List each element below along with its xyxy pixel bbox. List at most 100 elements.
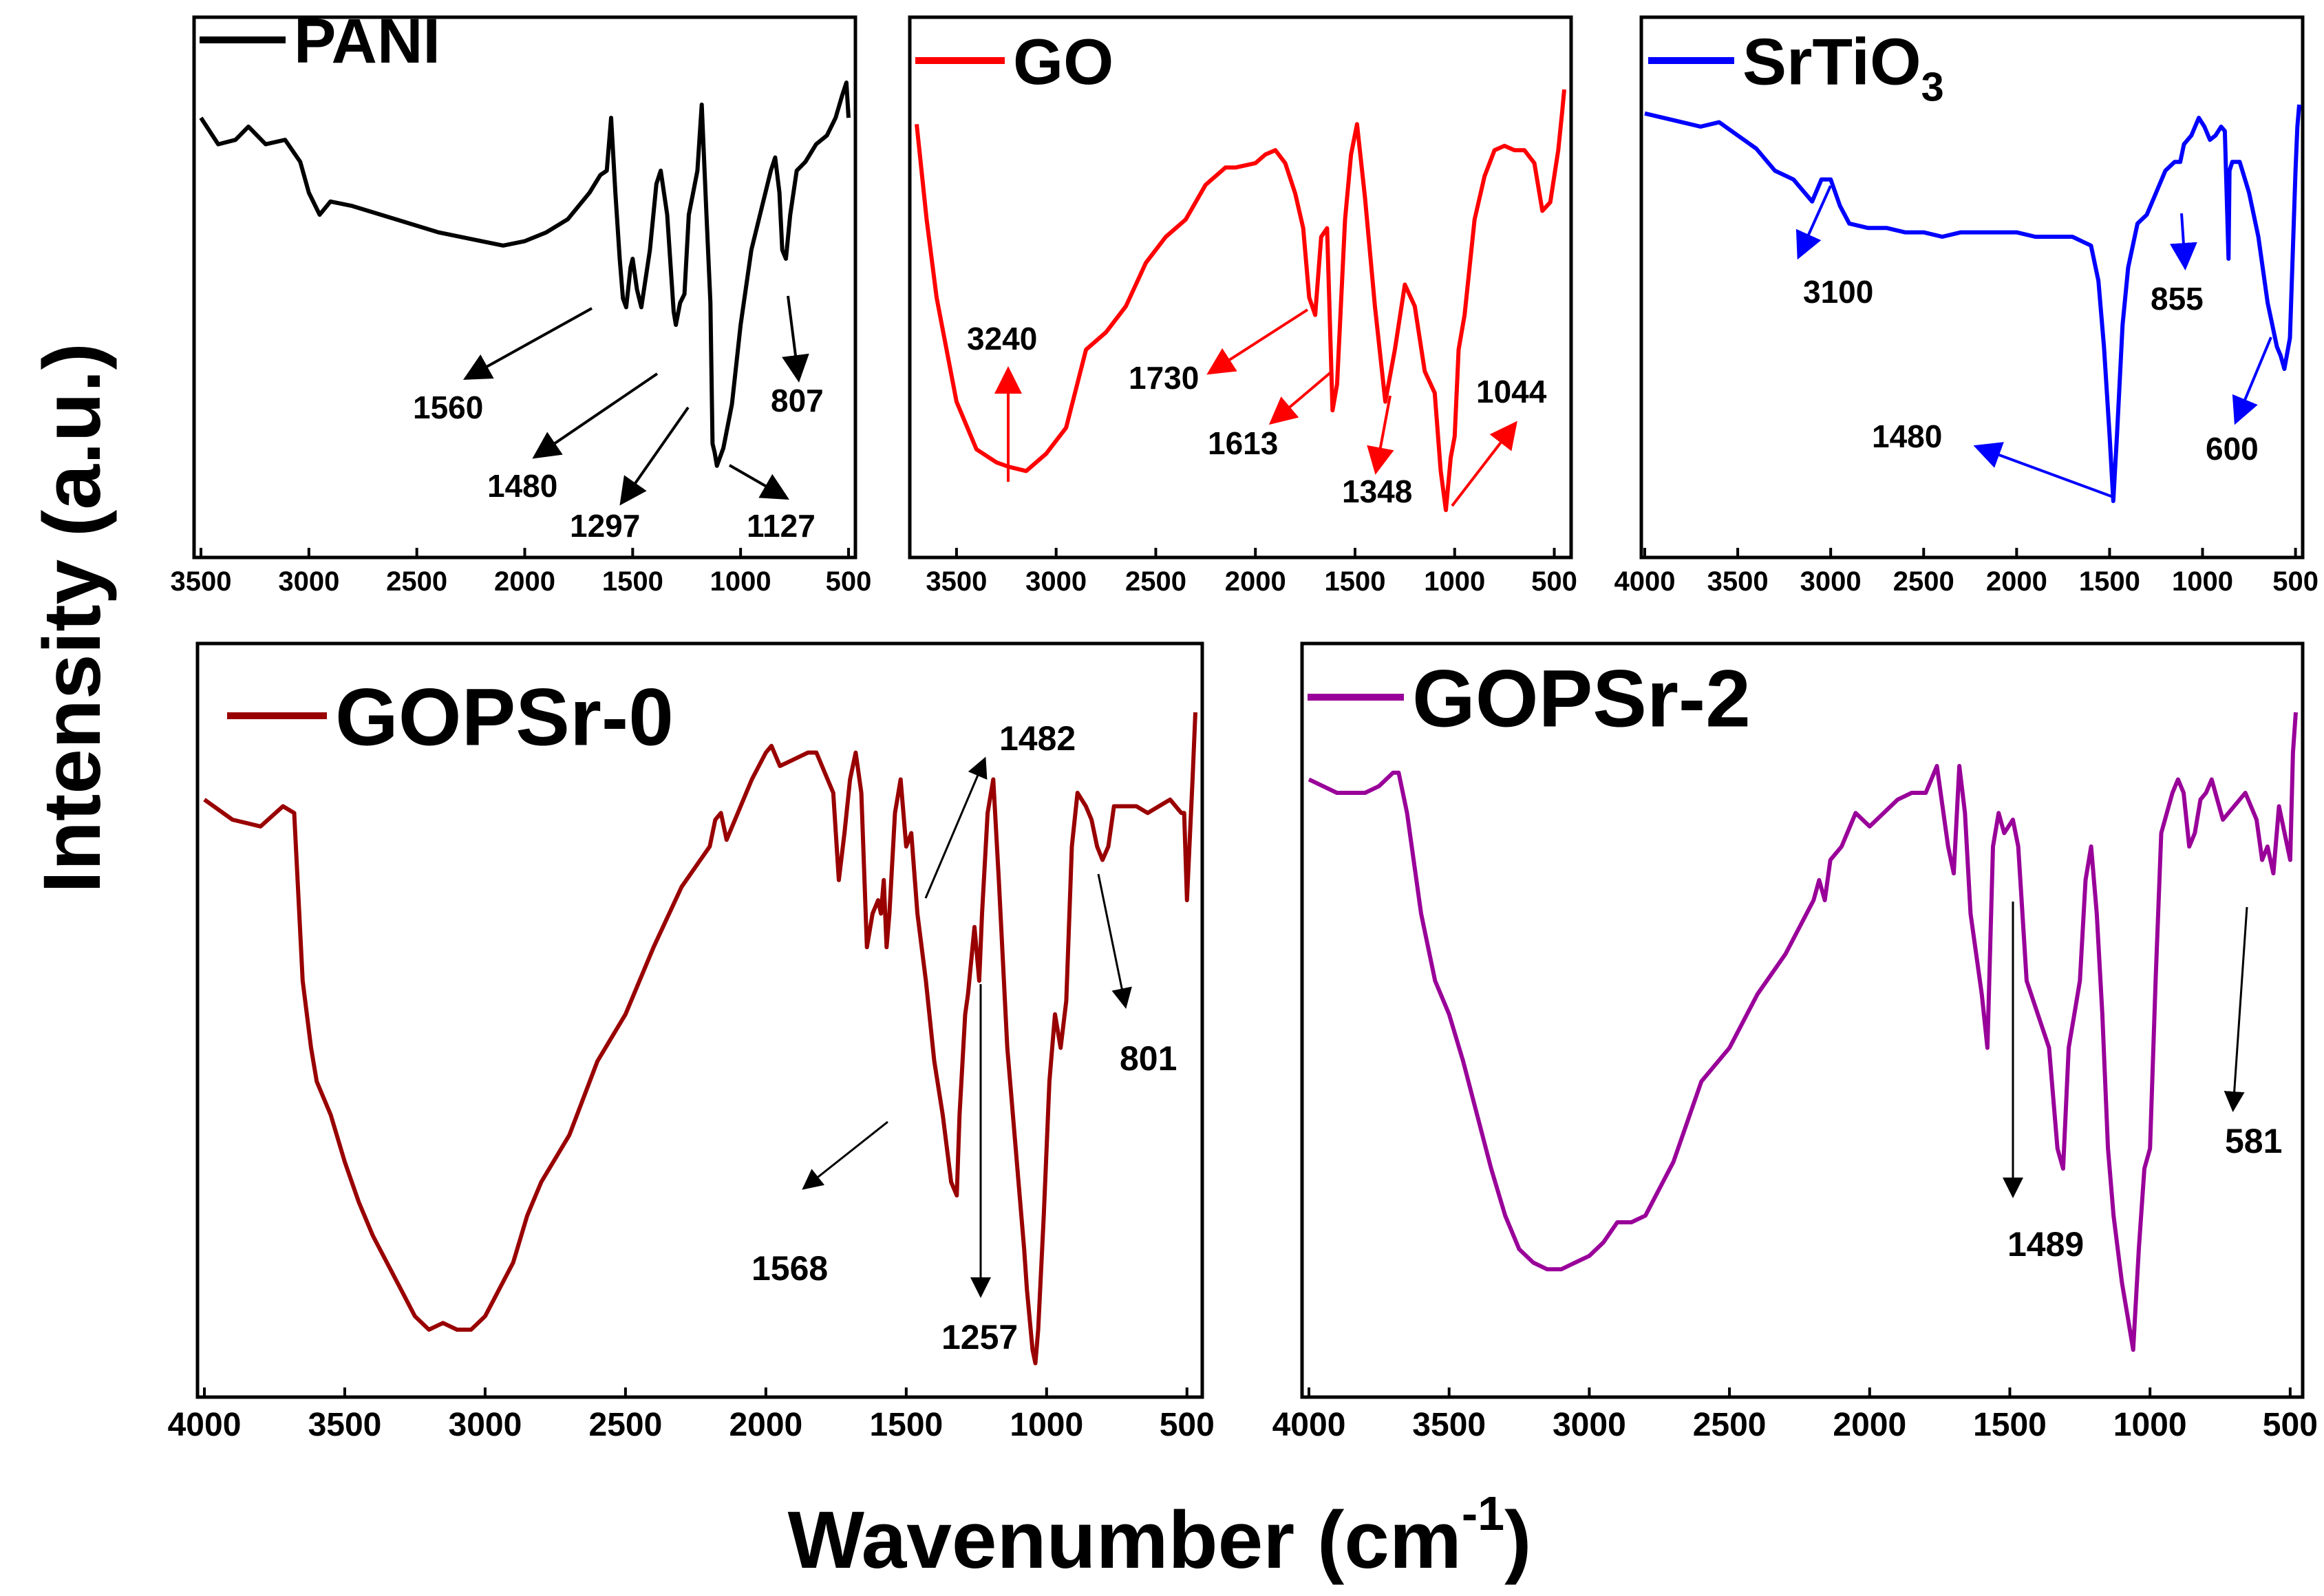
peak-label: 1482	[999, 719, 1076, 758]
x-axis-label-sup: -1	[1462, 1487, 1504, 1540]
x-axis-label-end: )	[1504, 1495, 1531, 1586]
peak-label: 581	[2225, 1122, 2282, 1160]
peak-label: 1730	[1129, 360, 1199, 396]
x-tick-label: 3500	[171, 566, 232, 597]
peak-label: 1568	[751, 1249, 828, 1288]
x-tick-label: 2500	[386, 566, 447, 597]
panel-go: 3500 3000 2500 2000 1500 1000 500 GO 3240 1730161…	[908, 15, 1577, 597]
peak-arrow	[463, 307, 593, 380]
legend-text: GO	[1013, 25, 1113, 98]
x-tick-label: 500	[2263, 1407, 2318, 1443]
x-tick-label: 3000	[1800, 566, 1862, 597]
legend-label: PANI	[294, 6, 440, 76]
x-tick-label: 500	[1531, 566, 1577, 597]
spectrum-line	[1644, 104, 2301, 503]
x-tick-label: 500	[826, 566, 872, 597]
x-tick-label: 3500	[308, 1407, 382, 1443]
peak-arrow	[619, 406, 690, 506]
peak-arrow	[2232, 337, 2272, 425]
peak-label: 1127	[747, 508, 815, 544]
x-tick-label: 4000	[1272, 1407, 1346, 1443]
peak-arrow	[782, 295, 809, 383]
peak-label: 3240	[967, 321, 1037, 357]
peak-arrow	[729, 464, 789, 500]
peak-label: 1480	[1872, 418, 1942, 454]
x-tick-label: 2500	[1125, 566, 1186, 597]
x-tick-label: 3500	[1412, 1407, 1486, 1443]
panel-srtio3: 4000 3500 3000 2500 2000 1500 1000 500 SrTiO3 310…	[1614, 15, 2318, 597]
x-tick-label: 1000	[1424, 566, 1485, 597]
x-tick-label: 2500	[1893, 566, 1954, 597]
peak-label: 1613	[1208, 425, 1278, 461]
peak-label: 801	[1120, 1039, 1177, 1078]
legend-label: GOPSr-0	[335, 672, 674, 763]
peak-label: 1560	[413, 390, 483, 425]
x-tick-label: 2000	[729, 1407, 802, 1443]
peak-arrow	[802, 1120, 888, 1190]
peak-arrow	[532, 372, 659, 459]
peak-arrow	[1451, 421, 1517, 507]
x-tick-label: 2500	[589, 1407, 663, 1443]
y-axis-label: Intensity (a.u.)	[27, 343, 118, 893]
legend-label: GOPSr-2	[1412, 653, 1751, 744]
peak-label: 807	[771, 383, 824, 418]
peak-arrow	[924, 756, 988, 899]
x-tick-label: 2000	[1225, 566, 1286, 597]
x-tick-label: 1500	[602, 566, 663, 597]
peak-label: 3100	[1803, 274, 1873, 310]
peak-label: 1257	[941, 1318, 1018, 1356]
peak-arrow	[1795, 185, 1832, 260]
peak-label: 1044	[1476, 374, 1547, 409]
x-tick-label: 1500	[1324, 566, 1385, 597]
x-tick-label: 1000	[2172, 566, 2233, 597]
x-tick-label: 1500	[2079, 566, 2140, 597]
x-tick-label: 1000	[710, 566, 771, 597]
legend-text: SrTiO	[1742, 25, 1921, 99]
x-tick-label: 4000	[168, 1407, 242, 1443]
peak-label: 855	[2151, 281, 2204, 317]
legend-label: SrTiO3	[1742, 25, 1944, 110]
plot-frame	[908, 15, 1573, 560]
x-tick-label: 2000	[494, 566, 555, 597]
x-tick-label: 2000	[1833, 1407, 1906, 1443]
panel-gopsr-0: 4000 3500 3000 2500 2000 1500 1000 500 GOPSr-0 14…	[168, 641, 1215, 1443]
x-tick-label: 3000	[449, 1407, 522, 1443]
panel-pani: 3500 3000 2500 2000 1500 1000 500 PANI 1560 1480 1…	[171, 6, 872, 597]
peak-arrow	[1367, 395, 1394, 475]
plot-frame	[1639, 15, 2305, 560]
peak-arrow	[1097, 873, 1132, 1009]
peak-arrow	[2224, 906, 2248, 1112]
x-tick-label: 500	[1160, 1407, 1215, 1443]
plot-frame	[1300, 641, 2305, 1399]
peak-arrow	[1973, 442, 2115, 499]
x-axis-label: Wavenumber (cm-1)	[788, 1487, 1532, 1586]
panel-gopsr-2: 4000 3500 3000 2500 2000 1500 1000 500 GOPSr-2 14…	[1272, 641, 2318, 1443]
peak-arrow	[1206, 308, 1309, 375]
x-tick-label: 3500	[1707, 566, 1769, 597]
legend-text: GOPSr-0	[335, 672, 674, 763]
x-tick-label: 2500	[1693, 1407, 1767, 1443]
plot-frame	[195, 641, 1204, 1399]
x-tick-label: 3500	[926, 566, 987, 597]
x-tick-label: 500	[2272, 566, 2318, 597]
legend-text: GOPSr-2	[1412, 653, 1751, 744]
x-tick-label: 3000	[278, 566, 339, 597]
x-tick-label: 1000	[2113, 1407, 2187, 1443]
spectrum-line	[203, 712, 1197, 1365]
peak-arrow	[1268, 370, 1333, 425]
spectrum-line	[1308, 712, 2298, 1352]
x-tick-label: 3000	[1025, 566, 1087, 597]
legend-subscript: 3	[1921, 64, 1944, 110]
peak-label: 1297	[570, 508, 640, 544]
peak-label: 1480	[487, 468, 557, 504]
peak-label: 1489	[2007, 1225, 2084, 1264]
x-tick-label: 1000	[1010, 1407, 1083, 1443]
spectrum-line	[915, 89, 1566, 513]
peak-label: 600	[2206, 431, 2259, 467]
x-tick-label: 1500	[869, 1407, 943, 1443]
legend-label: GO	[1013, 25, 1113, 98]
x-tick-label: 3000	[1553, 1407, 1626, 1443]
spectrum-line	[199, 81, 851, 468]
peak-label: 1348	[1342, 474, 1412, 509]
